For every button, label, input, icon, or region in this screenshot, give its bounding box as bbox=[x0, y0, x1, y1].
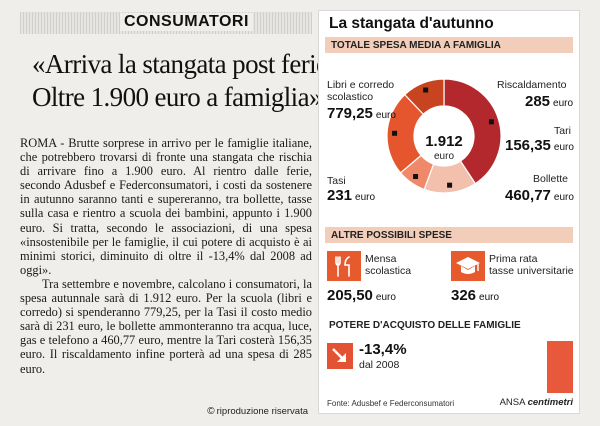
donut-chart bbox=[386, 78, 502, 194]
donut-slice-4 bbox=[403, 78, 445, 116]
mensa-label-2: scolastica bbox=[365, 265, 412, 277]
paragraph-2: Tra settembre e novembre, calcolano i co… bbox=[20, 276, 312, 376]
tasi-label: Tasi bbox=[327, 175, 346, 187]
donut-marker-3 bbox=[392, 130, 398, 136]
tari-label: Tari bbox=[554, 125, 571, 137]
potere-bar bbox=[547, 341, 573, 393]
section-other-header: ALTRE POSSIBILI SPESE bbox=[325, 227, 573, 243]
donut-marker-1 bbox=[447, 182, 453, 188]
fork-knife-icon bbox=[327, 251, 361, 281]
bollette-value: 460,77 euro bbox=[505, 187, 574, 204]
prima-rata-label-1: Prima rata bbox=[489, 253, 538, 265]
infographic-title: La stangata d'autunno bbox=[329, 15, 494, 32]
prima-rata-label-2: tasse universitarie bbox=[489, 265, 574, 277]
riscaldamento-label: Riscaldamento bbox=[497, 79, 567, 91]
down-arrow-icon bbox=[327, 343, 353, 369]
donut-hole bbox=[414, 106, 474, 166]
bollette-label: Bollette bbox=[533, 173, 569, 185]
ansa-centimetri-logo: ANSA centimetri bbox=[499, 397, 573, 408]
mensa-value: 205,50 euro bbox=[327, 287, 396, 304]
libri-label-2: scolastico bbox=[327, 91, 374, 103]
headline-line-1: «Arriva la stangata post ferie bbox=[32, 49, 328, 79]
section-potere-header: POTERE D'ACQUISTO DELLE FAMIGLIE bbox=[329, 320, 521, 331]
credit-text: riproduzione riservata bbox=[216, 406, 308, 417]
total-value: 1.912 bbox=[425, 133, 463, 150]
copyright-icon: © bbox=[207, 406, 215, 417]
headline: «Arriva la stangata post ferie Oltre 1.9… bbox=[32, 48, 328, 114]
libri-label-1: Libri e corredo bbox=[327, 79, 395, 91]
article: CONSUMATORI «Arriva la stangata post fer… bbox=[20, 10, 328, 417]
libri-value: 779,25 euro bbox=[327, 105, 396, 122]
mensa-label-1: Mensa bbox=[365, 253, 397, 265]
total-unit: euro bbox=[433, 151, 454, 162]
graduation-cap-icon bbox=[451, 251, 485, 281]
infographic: La stangata d'autunno TOTALE SPESA MEDIA… bbox=[318, 10, 580, 414]
copyright-credit: © riproduzione riservata bbox=[207, 406, 308, 417]
tari-value: 156,35 euro bbox=[505, 137, 574, 154]
donut-marker-0 bbox=[488, 119, 494, 125]
donut-marker-4 bbox=[423, 87, 429, 93]
section-kicker: CONSUMATORI bbox=[120, 13, 253, 31]
source-note: Fonte: Adusbef e Federconsumatori bbox=[327, 399, 455, 408]
prima-rata-value: 326 euro bbox=[451, 287, 500, 304]
section-total-header: TOTALE SPESA MEDIA A FAMIGLIA bbox=[325, 37, 573, 53]
donut-marker-2 bbox=[413, 174, 419, 180]
headline-line-2: Oltre 1.900 euro a famiglia» bbox=[32, 82, 322, 112]
tasi-value: 231 euro bbox=[327, 187, 376, 204]
potere-value: -13,4% bbox=[359, 341, 407, 358]
potere-since: dal 2008 bbox=[359, 359, 400, 371]
article-body: ROMA - Brutte sorprese in arrivo per le … bbox=[20, 136, 312, 376]
paragraph-1: ROMA - Brutte sorprese in arrivo per le … bbox=[20, 136, 312, 277]
riscaldamento-value: 285 euro bbox=[525, 93, 574, 110]
